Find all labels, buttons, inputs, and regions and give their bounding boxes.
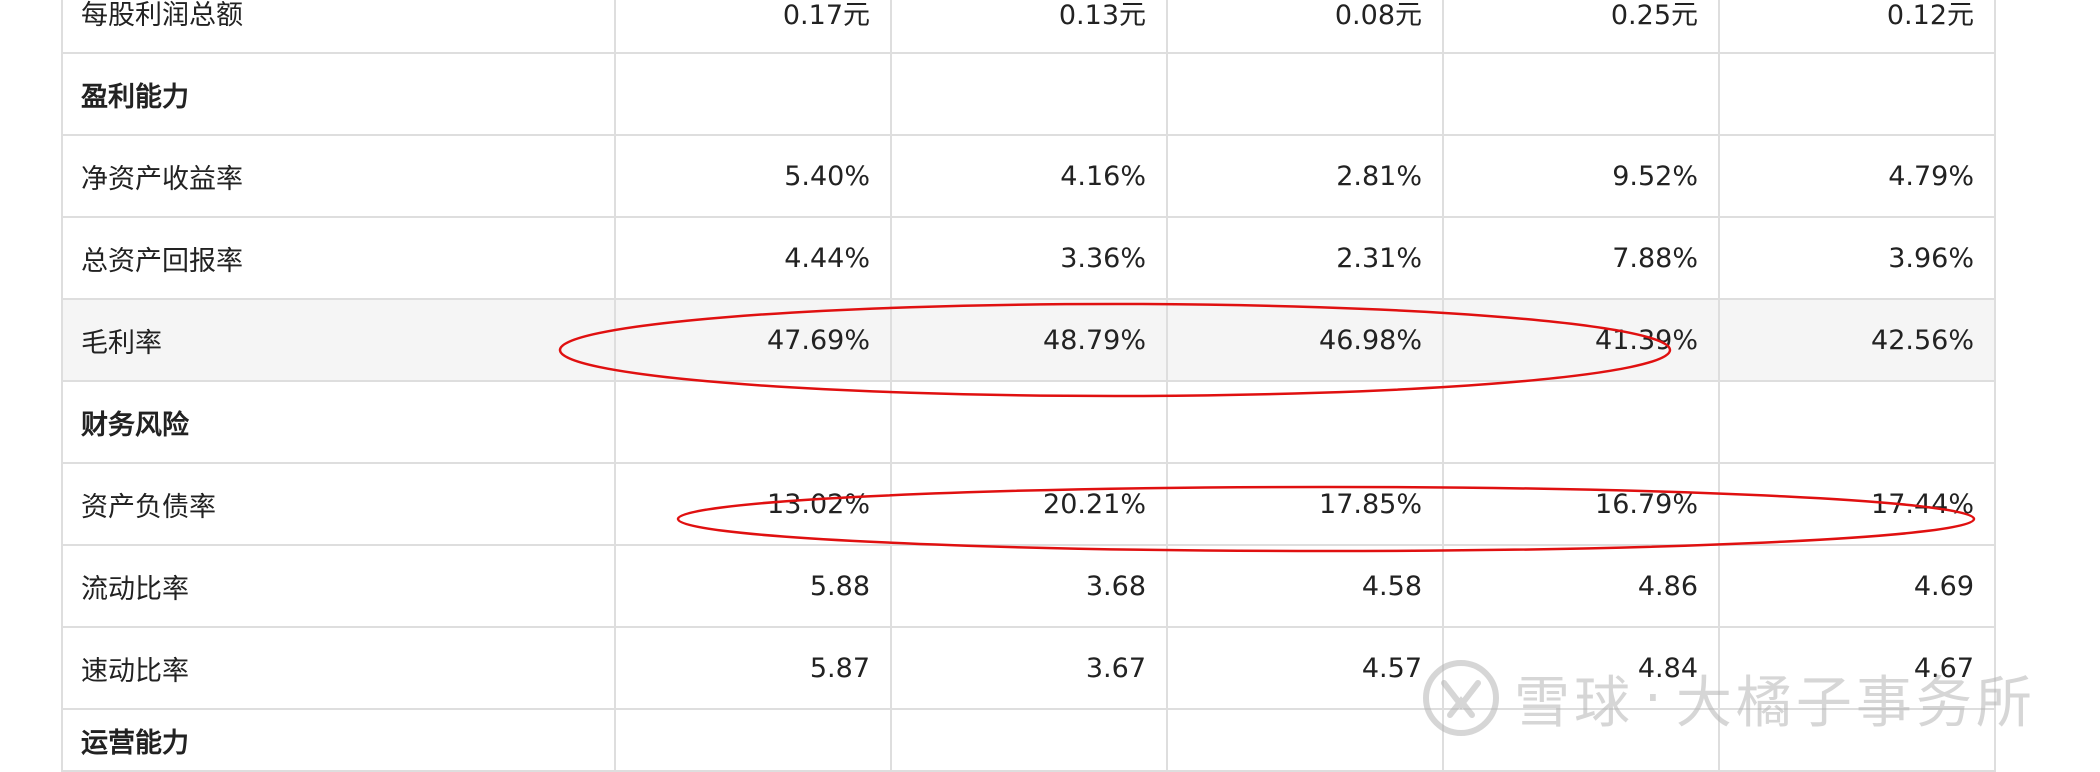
value-cell: 13.02% (614, 462, 892, 546)
row-label: 每股利润总额 (61, 0, 616, 54)
value-cell: 0.17元 (614, 0, 892, 54)
value-cell: 3.96% (1718, 216, 1996, 300)
value-cell (890, 708, 1168, 772)
value-cell: 0.13元 (890, 0, 1168, 54)
value-cell: 3.36% (890, 216, 1168, 300)
value-cell: 2.81% (1166, 134, 1444, 218)
row-label: 总资产回报率 (61, 216, 616, 300)
table-row: 每股利润总额 0.17元 0.13元 0.08元 0.25元 0.12元 (61, 0, 1996, 54)
value-cell: 5.87 (614, 626, 892, 710)
value-cell: 3.68 (890, 544, 1168, 628)
value-cell: 4.84 (1442, 626, 1720, 710)
value-cell (1718, 708, 1996, 772)
value-cell: 4.58 (1166, 544, 1444, 628)
table-row: 资产负债率 13.02% 20.21% 17.85% 16.79% 17.44% (61, 462, 1996, 546)
section-header-row: 运营能力 (61, 708, 1996, 772)
section-title: 运营能力 (61, 708, 616, 772)
row-label: 净资产收益率 (61, 134, 616, 218)
value-cell: 4.57 (1166, 626, 1444, 710)
value-cell: 17.44% (1718, 462, 1996, 546)
row-label: 速动比率 (61, 626, 616, 710)
value-cell: 0.25元 (1442, 0, 1720, 54)
row-label: 流动比率 (61, 544, 616, 628)
value-cell: 4.16% (890, 134, 1168, 218)
table-row: 流动比率 5.88 3.68 4.58 4.86 4.69 (61, 544, 1996, 628)
table-row: 总资产回报率 4.44% 3.36% 2.31% 7.88% 3.96% (61, 216, 1996, 300)
value-cell (614, 708, 892, 772)
value-cell (1166, 708, 1444, 772)
value-cell: 9.52% (1442, 134, 1720, 218)
value-cell: 5.88 (614, 544, 892, 628)
value-cell: 4.67 (1718, 626, 1996, 710)
section-header-row: 盈利能力 (61, 52, 1996, 136)
value-cell: 16.79% (1442, 462, 1720, 546)
value-cell: 17.85% (1166, 462, 1444, 546)
value-cell (890, 52, 1168, 136)
value-cell (1718, 380, 1996, 464)
value-cell (1442, 708, 1720, 772)
value-cell: 3.67 (890, 626, 1168, 710)
value-cell: 0.08元 (1166, 0, 1444, 54)
value-cell: 47.69% (614, 298, 892, 382)
value-cell: 46.98% (1166, 298, 1444, 382)
row-label: 毛利率 (61, 298, 616, 382)
value-cell: 7.88% (1442, 216, 1720, 300)
value-cell: 4.44% (614, 216, 892, 300)
value-cell (1166, 380, 1444, 464)
value-cell: 41.39% (1442, 298, 1720, 382)
value-cell: 42.56% (1718, 298, 1996, 382)
value-cell (1166, 52, 1444, 136)
value-cell: 4.86 (1442, 544, 1720, 628)
table-row: 速动比率 5.87 3.67 4.57 4.84 4.67 (61, 626, 1996, 710)
value-cell: 4.79% (1718, 134, 1996, 218)
value-cell (1718, 52, 1996, 136)
table-row: 毛利率 47.69% 48.79% 46.98% 41.39% 42.56% (61, 298, 1996, 382)
value-cell: 20.21% (890, 462, 1168, 546)
financial-indicators-table: 每股利润总额 0.17元 0.13元 0.08元 0.25元 0.12元 盈利能力 净资产收益… (61, 0, 1996, 772)
table-row: 净资产收益率 5.40% 4.16% 2.81% 9.52% 4.79% (61, 134, 1996, 218)
value-cell: 4.69 (1718, 544, 1996, 628)
section-title: 盈利能力 (61, 52, 616, 136)
section-header-row: 财务风险 (61, 380, 1996, 464)
value-cell: 5.40% (614, 134, 892, 218)
value-cell (614, 52, 892, 136)
value-cell (1442, 380, 1720, 464)
value-cell: 2.31% (1166, 216, 1444, 300)
section-title: 财务风险 (61, 380, 616, 464)
value-cell: 48.79% (890, 298, 1168, 382)
row-label: 资产负债率 (61, 462, 616, 546)
value-cell (1442, 52, 1720, 136)
value-cell (614, 380, 892, 464)
value-cell: 0.12元 (1718, 0, 1996, 54)
value-cell (890, 380, 1168, 464)
